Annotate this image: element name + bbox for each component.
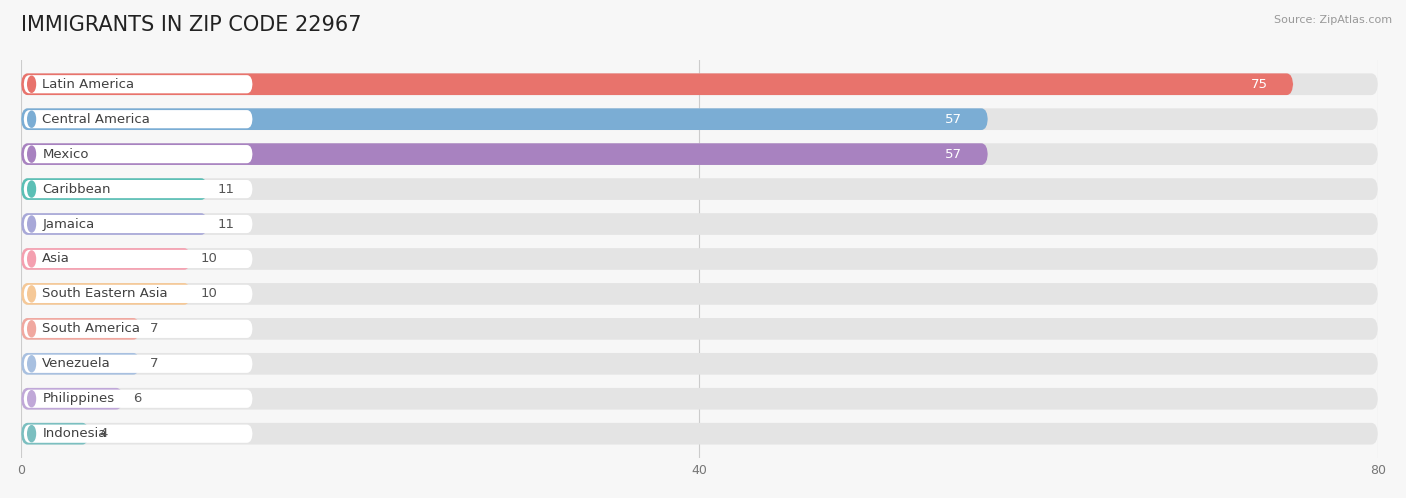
Text: Caribbean: Caribbean [42,183,111,196]
Text: Asia: Asia [42,252,70,265]
Text: South America: South America [42,322,141,335]
FancyBboxPatch shape [21,73,1378,95]
Text: Mexico: Mexico [42,147,89,161]
FancyBboxPatch shape [21,318,139,340]
Circle shape [28,391,35,407]
FancyBboxPatch shape [21,73,1294,95]
FancyBboxPatch shape [24,320,253,338]
Text: 7: 7 [150,322,159,335]
Text: South Eastern Asia: South Eastern Asia [42,287,167,300]
Text: Venezuela: Venezuela [42,357,111,371]
Circle shape [28,111,35,127]
FancyBboxPatch shape [21,178,208,200]
FancyBboxPatch shape [21,143,1378,165]
FancyBboxPatch shape [24,110,253,128]
FancyBboxPatch shape [24,250,253,268]
FancyBboxPatch shape [21,109,1378,130]
FancyBboxPatch shape [24,285,253,303]
Text: Latin America: Latin America [42,78,135,91]
FancyBboxPatch shape [21,248,191,270]
Text: 7: 7 [150,357,159,371]
Text: 6: 6 [134,392,142,405]
Text: Central America: Central America [42,113,150,125]
Text: 11: 11 [218,183,235,196]
Text: Source: ZipAtlas.com: Source: ZipAtlas.com [1274,15,1392,25]
Circle shape [28,76,35,92]
FancyBboxPatch shape [21,388,122,409]
FancyBboxPatch shape [24,389,253,408]
Text: Philippines: Philippines [42,392,114,405]
Circle shape [28,426,35,442]
FancyBboxPatch shape [21,423,89,445]
Text: 10: 10 [201,287,218,300]
Circle shape [28,181,35,197]
FancyBboxPatch shape [21,283,1378,305]
Circle shape [28,146,35,162]
Circle shape [28,251,35,267]
FancyBboxPatch shape [21,248,1378,270]
Circle shape [28,286,35,302]
Text: 57: 57 [945,147,962,161]
FancyBboxPatch shape [21,423,1378,445]
FancyBboxPatch shape [24,180,253,198]
FancyBboxPatch shape [21,353,1378,374]
Text: 4: 4 [98,427,107,440]
Text: 57: 57 [945,113,962,125]
Text: Jamaica: Jamaica [42,218,94,231]
Circle shape [28,321,35,337]
FancyBboxPatch shape [24,215,253,233]
FancyBboxPatch shape [21,213,1378,235]
FancyBboxPatch shape [24,75,253,93]
FancyBboxPatch shape [24,425,253,443]
FancyBboxPatch shape [21,353,139,374]
FancyBboxPatch shape [21,213,208,235]
FancyBboxPatch shape [21,143,988,165]
FancyBboxPatch shape [21,109,988,130]
Text: 11: 11 [218,218,235,231]
Text: IMMIGRANTS IN ZIP CODE 22967: IMMIGRANTS IN ZIP CODE 22967 [21,15,361,35]
FancyBboxPatch shape [21,178,1378,200]
FancyBboxPatch shape [21,318,1378,340]
Circle shape [28,356,35,372]
FancyBboxPatch shape [21,283,191,305]
FancyBboxPatch shape [24,145,253,163]
FancyBboxPatch shape [21,388,1378,409]
Text: 75: 75 [1251,78,1268,91]
Circle shape [28,216,35,232]
Text: Indonesia: Indonesia [42,427,107,440]
FancyBboxPatch shape [24,355,253,373]
Text: 10: 10 [201,252,218,265]
